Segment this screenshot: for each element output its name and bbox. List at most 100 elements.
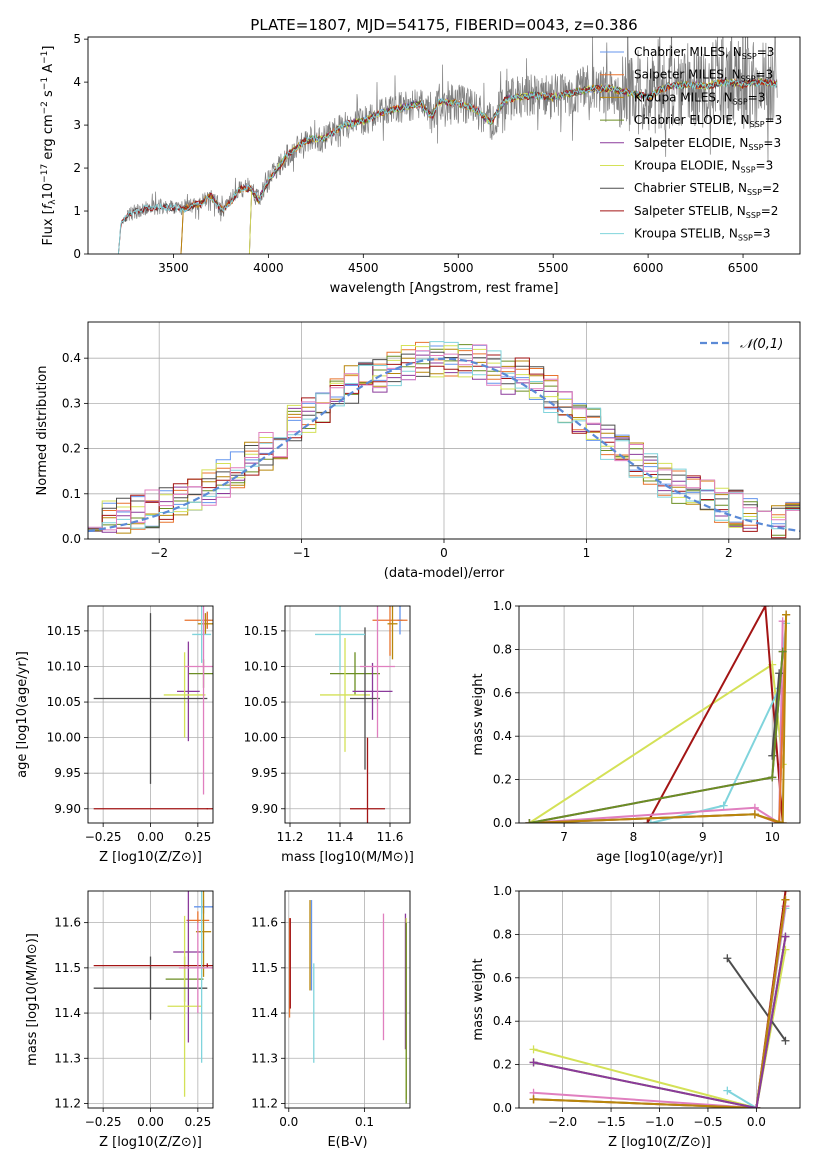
weight-line (533, 949, 787, 1108)
x-axis-label: Z [log10(Z/Z⊙)] (99, 850, 202, 865)
plot-area (525, 606, 791, 823)
tick-label-y: 2 (73, 161, 81, 175)
plot-area (93, 891, 213, 1097)
tick-label-x: 0.0 (747, 1115, 766, 1129)
axes-frame (284, 890, 411, 1109)
tick-label-x: 1 (583, 546, 591, 560)
weight-marker (761, 606, 770, 610)
weight-line (533, 936, 787, 1108)
tick-label-y: 10.10 (47, 659, 81, 673)
weight-marker (750, 810, 759, 819)
tick-label-y: 0.2 (493, 1058, 512, 1072)
tick-label-y: 1.0 (493, 884, 512, 898)
tick-label-y: 0.3 (62, 396, 81, 410)
tick-label-x: −1 (293, 546, 311, 560)
tick-label-y: 0.0 (493, 816, 512, 830)
tick-label-y: 0.6 (493, 686, 512, 700)
weight-marker (529, 1045, 538, 1054)
residual-histogram (88, 344, 800, 531)
panel-mass_vs_EBV: 0.0 0.1 11.2 11.3 11.4 11.5 11.6 E(B-V) (251, 890, 411, 1150)
tick-label-x: 0.25 (184, 1115, 211, 1129)
weight-line (771, 673, 781, 756)
weight-marker (775, 819, 784, 823)
tick-label-x: 2 (725, 546, 733, 560)
axes-frame (87, 321, 801, 540)
y-axis-label: Flux [fλ10−17 erg cm−2 s−1 A−1] (40, 46, 58, 246)
tick-label-y: 0 (73, 247, 81, 261)
axes-frame (518, 890, 801, 1109)
plot-area (315, 606, 408, 823)
tick-label-x: 0 (440, 546, 448, 560)
tick-label-y: 9.95 (54, 766, 81, 780)
model-spectrum-line (117, 78, 778, 254)
tick-label-x: 11.6 (377, 830, 404, 844)
tick-label-y: 0.4 (62, 351, 81, 365)
tick-label-x: 3500 (158, 261, 189, 275)
x-axis-label: Z [log10(Z/Z⊙)] (608, 1135, 711, 1150)
y-axis-label: age [log10(age/yr)] (15, 651, 30, 778)
tick-label-x: 8 (630, 830, 638, 844)
y-axis-label: mass weight (471, 958, 486, 1040)
legend-label: Kroupa STELIB, NSSP=3 (634, 227, 771, 243)
weight-line (726, 957, 787, 1042)
tick-label-y: 5 (73, 32, 81, 46)
tick-label-y: 11.2 (54, 1096, 81, 1110)
weight-line (646, 606, 784, 823)
plot-area (93, 606, 213, 810)
tick-label-x: 10 (765, 830, 780, 844)
tick-label-y: 10.10 (244, 659, 278, 673)
tick-label-y: 0.1 (62, 487, 81, 501)
plot-area (529, 891, 790, 1108)
tick-label-y: 11.2 (251, 1096, 278, 1110)
weight-marker (781, 932, 790, 941)
tick-label-y: 0.8 (493, 927, 512, 941)
x-axis-label: (data-model)/error (384, 566, 505, 581)
tick-label-y: 0.2 (62, 442, 81, 456)
tick-label-y: 11.3 (251, 1051, 278, 1065)
weight-marker (643, 819, 652, 823)
tick-label-y: 10.05 (244, 695, 278, 709)
tick-label-x: 4000 (253, 261, 284, 275)
tick-label-y: 11.6 (251, 916, 278, 930)
x-axis-label: E(B-V) (327, 1135, 367, 1150)
figure-title: PLATE=1807, MJD=54175, FIBERID=0043, z=0… (250, 16, 637, 34)
weight-marker (723, 954, 732, 963)
tick-label-y: 11.4 (251, 1006, 278, 1020)
axes-frame (87, 605, 214, 824)
tick-label-y: 4 (73, 75, 81, 89)
tick-label-x: 6500 (728, 261, 759, 275)
tick-label-y: 1 (73, 204, 81, 218)
tick-label-y: 10.00 (47, 731, 81, 745)
residual-histogram (88, 341, 800, 530)
weight-marker (529, 1095, 538, 1104)
weight-line (533, 899, 787, 1108)
tick-label-y: 11.6 (54, 916, 81, 930)
panel-residuals: −2 −1 0 1 2 0.0 0.1 0.2 0.3 0.4 (data-model)/error… (35, 321, 801, 581)
y-axis-label: mass weight (471, 673, 486, 755)
weight-marker (778, 819, 787, 823)
legend-label: Salpeter ELODIE, NSSP=3 (634, 136, 781, 152)
tick-label-x: 6000 (633, 261, 664, 275)
model-spectrum-line (117, 79, 778, 254)
gaussian-curve (88, 357, 800, 533)
panel-age_vs_Z: −0.25 0.00 0.25 9.90 9.95 10.00 10.05 10.10 10.1… (15, 605, 214, 865)
tick-label-y: 10.15 (47, 624, 81, 638)
tick-label-y: 0.8 (493, 642, 512, 656)
tick-label-y: 0.6 (493, 971, 512, 985)
observed-spectrum-line (125, 37, 778, 222)
legend-label: Salpeter STELIB, NSSP=2 (634, 204, 778, 220)
tick-label-y: 9.90 (54, 802, 81, 816)
legend-label: 𝒩(0,1) (740, 337, 783, 352)
plot-area (117, 37, 778, 254)
weight-marker (525, 819, 534, 823)
tick-label-x: 0.00 (137, 1115, 164, 1129)
tick-label-x: 0.0 (279, 1115, 298, 1129)
legend: Chabrier MILES, NSSP=3 Salpeter MILES, NS… (600, 45, 782, 243)
tick-label-y: 10.00 (244, 731, 278, 745)
tick-label-y: 11.5 (54, 961, 81, 975)
tick-label-y: 11.4 (54, 1006, 81, 1020)
weight-marker (781, 891, 790, 895)
tick-label-x: −0.25 (85, 830, 122, 844)
tick-label-y: 11.3 (54, 1051, 81, 1065)
weight-marker (781, 895, 790, 904)
